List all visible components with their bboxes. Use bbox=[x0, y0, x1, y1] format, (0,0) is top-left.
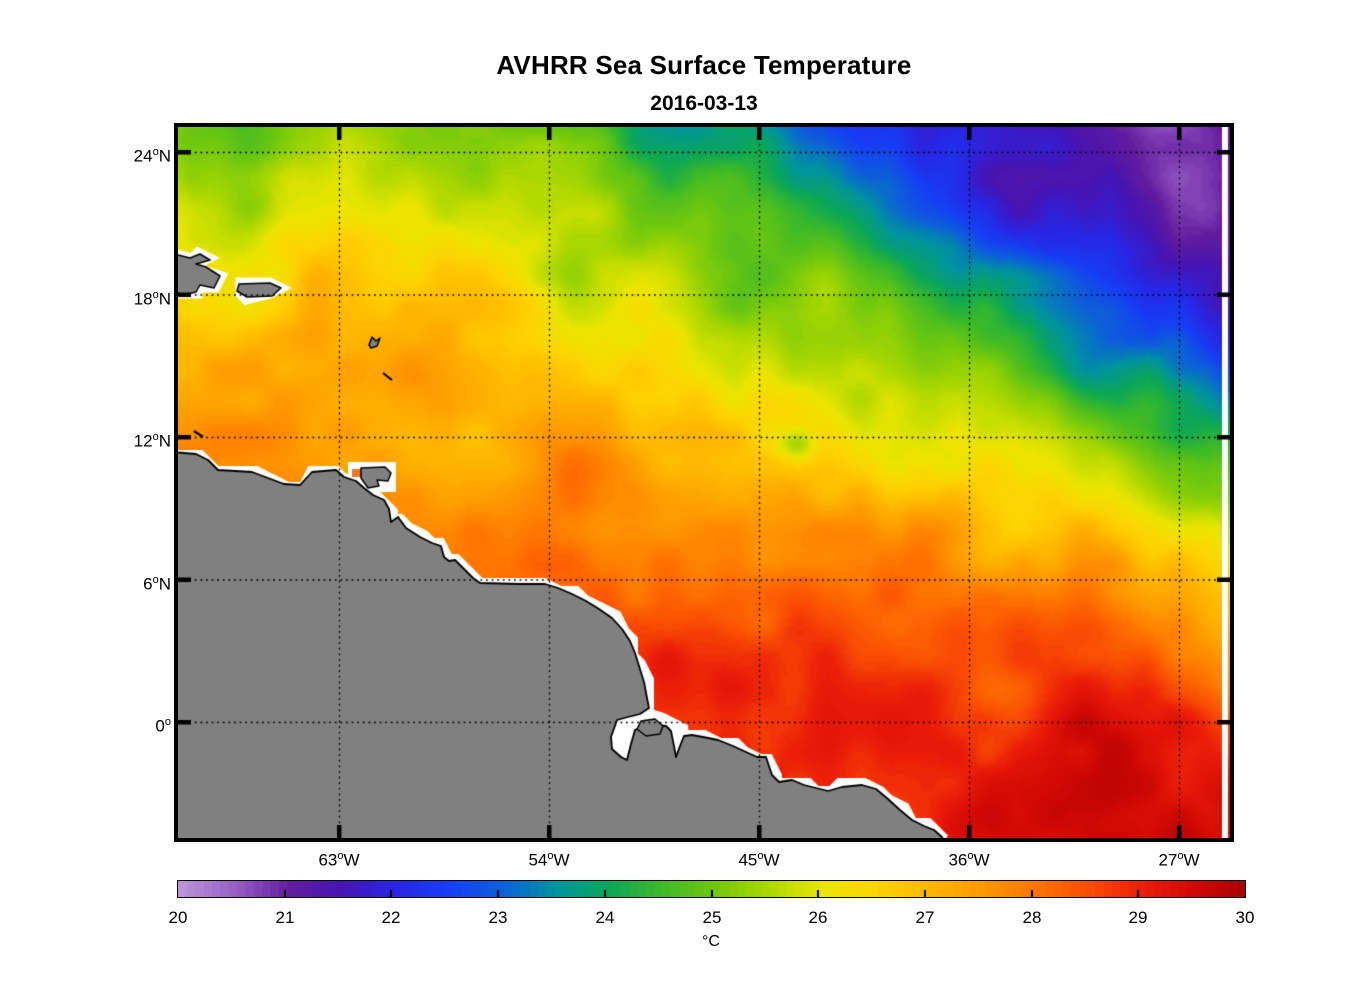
lat-tick-label-18N: 18oN bbox=[133, 288, 171, 309]
lon-tick-label-54W: 54oW bbox=[528, 850, 570, 870]
colorbar-tick-label-21: 21 bbox=[275, 908, 295, 927]
chart-title: AVHRR Sea Surface Temperature bbox=[496, 50, 912, 80]
colorbar-tick-label-22: 22 bbox=[381, 908, 401, 927]
lon-tick-label-27W: 27oW bbox=[1158, 850, 1200, 870]
colorbar-tick-label-27: 27 bbox=[915, 908, 935, 927]
colorbar-tick-label-26: 26 bbox=[808, 908, 828, 927]
lat-tick-label-12N: 12oN bbox=[133, 431, 171, 451]
sst-map-canvas bbox=[178, 127, 1230, 838]
colorbar-gradient-canvas bbox=[178, 881, 1245, 897]
map-plot-frame bbox=[174, 123, 1234, 842]
lat-tick-label-6N: 6oN bbox=[143, 573, 171, 594]
colorbar-tick-label-28: 28 bbox=[1022, 908, 1042, 927]
lat-tick-label-24N: 24oN bbox=[133, 146, 171, 166]
colorbar-tick-label-24: 24 bbox=[595, 908, 615, 927]
colorbar-units-label: °C bbox=[702, 933, 720, 950]
lon-tick-label-63W: 63oW bbox=[318, 850, 360, 870]
colorbar-tick-label-20: 20 bbox=[168, 908, 188, 927]
lat-tick-label-0: 0o bbox=[155, 716, 171, 736]
lon-tick-label-36W: 36oW bbox=[948, 850, 990, 870]
colorbar-tick-label-23: 23 bbox=[488, 908, 508, 927]
colorbar-tick-label-29: 29 bbox=[1128, 908, 1148, 927]
colorbar bbox=[177, 880, 1246, 898]
colorbar-tick-label-25: 25 bbox=[702, 908, 722, 927]
lon-tick-label-45W: 45oW bbox=[738, 850, 780, 870]
colorbar-tick-label-30: 30 bbox=[1235, 908, 1255, 927]
chart-date-subtitle: 2016-03-13 bbox=[650, 92, 758, 115]
